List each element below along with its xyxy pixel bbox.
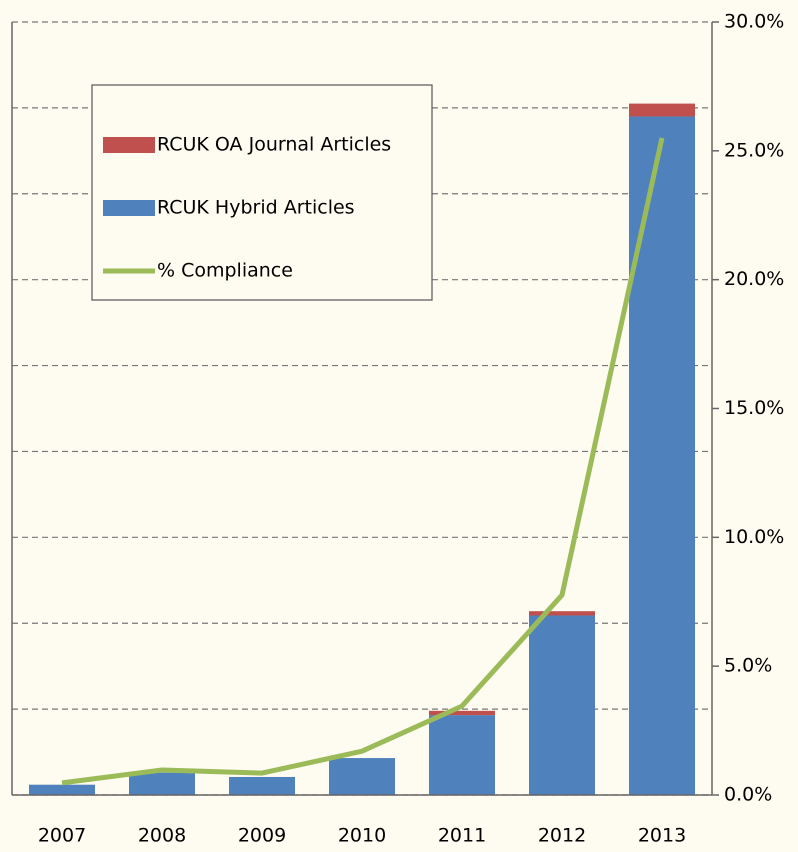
legend-label: % Compliance: [157, 260, 293, 282]
bar: [329, 758, 395, 795]
line: [61, 137, 665, 786]
x-tick-label: 2012: [538, 825, 586, 847]
y2-tick-label: 15.0%: [724, 397, 784, 419]
y2-tick-label: 30.0%: [724, 11, 784, 33]
legend-swatch: [103, 200, 155, 216]
bar: [229, 776, 295, 795]
x-tick-label: 2009: [238, 825, 286, 847]
x-tick-label: 2007: [38, 825, 86, 847]
legend-label: RCUK Hybrid Articles: [157, 197, 355, 219]
x-tick-label: 2008: [138, 825, 186, 847]
bar: [429, 715, 495, 795]
x-tick-label: 2013: [638, 825, 686, 847]
bar: [529, 611, 595, 616]
legend-box: [91, 84, 433, 301]
x-tick-label: 2011: [438, 825, 486, 847]
y2-tick-label: 5.0%: [724, 655, 772, 677]
x-tick-label: 2010: [338, 825, 386, 847]
y2-tick-label: 10.0%: [724, 526, 784, 548]
legend-swatch: [103, 137, 155, 153]
legend: RCUK OA Journal Articles RCUK Hybrid Arti…: [91, 84, 433, 301]
y2-tick-label: 0.0%: [724, 784, 772, 806]
legend-label: RCUK OA Journal Articles: [157, 134, 391, 156]
bar: [29, 784, 95, 795]
bar: [129, 772, 195, 795]
y2-tick-label: 20.0%: [724, 268, 784, 290]
bar: [629, 103, 695, 117]
plot: [29, 103, 695, 795]
bar: [629, 116, 695, 795]
bar: [529, 615, 595, 795]
y2-tick-label: 25.0%: [724, 139, 784, 161]
bar: [429, 710, 495, 716]
